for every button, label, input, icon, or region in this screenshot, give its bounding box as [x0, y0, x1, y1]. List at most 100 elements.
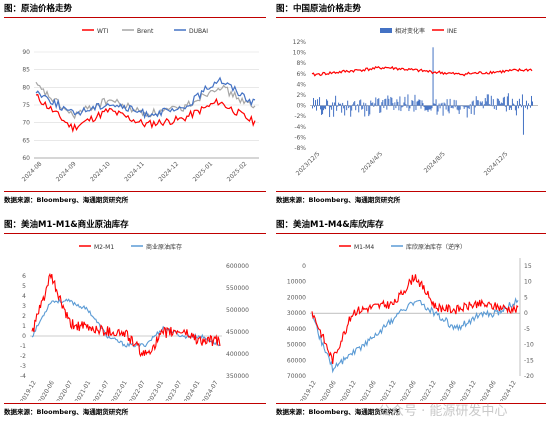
bar [456, 105, 458, 110]
series-line-ine [311, 65, 533, 77]
bar [413, 105, 415, 112]
bar [323, 105, 325, 111]
bar [450, 105, 452, 108]
x-tick-label: 2021-12 [379, 379, 398, 401]
bar [346, 105, 348, 111]
legend-swatch-0 [380, 28, 392, 33]
bar [532, 101, 533, 106]
bar [491, 105, 493, 107]
watermark: 公众号 · 能源研发中心 [378, 404, 508, 419]
x-tick-label: 2024-08 [21, 160, 44, 183]
y-right-tick-label: -10 [524, 342, 534, 349]
y-left-tick-label: 6 [22, 273, 26, 280]
bar [425, 105, 427, 110]
bar [430, 105, 432, 111]
title-underline [4, 233, 266, 234]
bar [515, 105, 517, 116]
bar [384, 99, 386, 106]
x-tick-label: 2021-06 [359, 379, 378, 401]
bar [506, 96, 508, 106]
bar [479, 101, 481, 106]
bar [336, 105, 338, 111]
series-line-cushing-inventory [311, 297, 519, 374]
source-underline [276, 191, 546, 192]
y-tick-label: 2% [296, 92, 306, 99]
bar [523, 105, 525, 107]
chart-m1m4-cushing: M1-M4 库欣原油库存（逆序） 0 10000 20000 30000 40000 5000… [287, 243, 534, 401]
bar [375, 97, 377, 106]
bar [402, 105, 404, 107]
bar [488, 104, 490, 106]
y-left-tick-label: 10000 [287, 279, 306, 286]
bar [520, 105, 522, 108]
bar [530, 95, 532, 106]
bar [458, 105, 460, 114]
bar [426, 105, 428, 111]
bar [347, 100, 349, 106]
x-tick-label: 2024-10 [89, 160, 112, 183]
bar [414, 94, 416, 106]
bar [508, 105, 510, 111]
bar [442, 105, 444, 116]
bar [517, 105, 519, 109]
x-tick-label: 2024/12/5 [483, 150, 510, 177]
bar [342, 102, 344, 106]
y-tick-label: -4% [294, 124, 306, 131]
x-tick-label: 2024/8/5 [423, 150, 447, 174]
x-tick-label: 2025-02 [226, 160, 249, 183]
y-left-tick-label: 40000 [287, 326, 306, 333]
y-right-tick-label: -15 [524, 357, 534, 364]
bar [483, 104, 485, 106]
x-tick-label: 2023-06 [439, 379, 458, 401]
bar [524, 105, 526, 108]
bar [312, 105, 313, 109]
source-note: 数据来源：Bloomberg、海通期货研究所 [276, 196, 401, 204]
y-left-tick-label: 50000 [287, 342, 306, 349]
panel-title: 图：中国原油价格走势 [276, 4, 362, 14]
bar [481, 101, 483, 106]
y-left-tick-label: 2 [22, 313, 26, 320]
bar [522, 105, 524, 135]
bar [316, 105, 318, 111]
bar [504, 105, 506, 107]
bar [471, 101, 473, 106]
y-tick-label: 8% [296, 60, 306, 67]
y-tick-label: 0% [296, 103, 306, 110]
y-tick-label: 85 [22, 67, 30, 74]
bar [433, 103, 435, 106]
legend-label-1: Brent [137, 28, 154, 35]
bar [405, 104, 407, 106]
bar [320, 105, 322, 110]
panel-title: 图：美油M1-M1&商业原油库存 [4, 220, 129, 230]
bar [391, 97, 393, 106]
y-left-tick-label: -4 [20, 373, 26, 380]
bar [393, 105, 395, 110]
bar [319, 97, 321, 106]
bar [324, 105, 326, 109]
bar [360, 99, 362, 106]
bar [368, 105, 370, 117]
bar [401, 105, 403, 108]
y-tick-label: -2% [294, 113, 306, 120]
y-tick-label: 10% [293, 50, 307, 57]
x-tick-label: 2024-06 [479, 379, 498, 401]
bar [480, 102, 482, 106]
x-tick-label: 2023-01 [147, 379, 166, 401]
x-tick-label: 2023-12 [459, 379, 478, 401]
bar [424, 105, 426, 111]
bar [326, 99, 328, 106]
x-tick-label: 2020-12 [339, 379, 358, 401]
bar [332, 102, 334, 106]
bar [352, 104, 354, 106]
bar [423, 105, 425, 107]
bar [527, 103, 529, 106]
bar [399, 96, 401, 106]
y-tick-label: 60 [22, 155, 30, 162]
bar [369, 105, 371, 115]
bar [322, 105, 324, 115]
source-underline [276, 403, 546, 404]
bar [339, 104, 341, 106]
bar [436, 105, 438, 115]
bar [495, 105, 497, 110]
x-tick-label: 2024-11 [123, 160, 146, 183]
